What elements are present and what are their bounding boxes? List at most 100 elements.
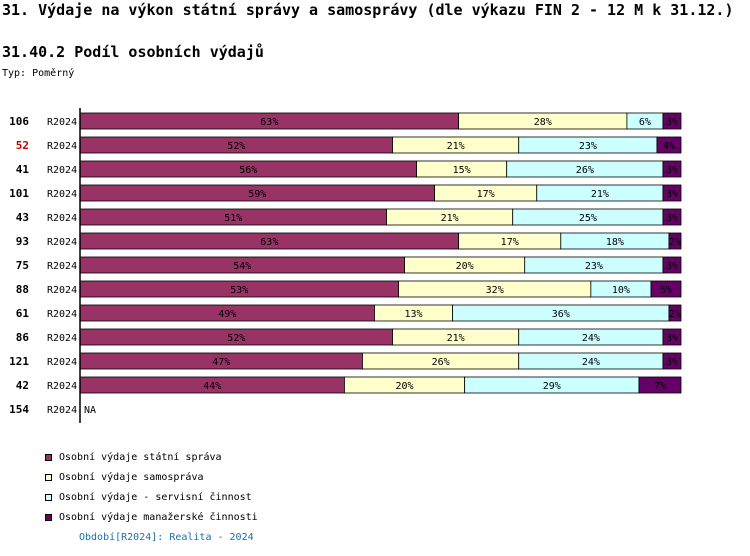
row-id-label: 88 <box>16 283 29 296</box>
bar-value-label: 23% <box>585 261 603 272</box>
row-period-label: R2024 <box>47 165 77 176</box>
bar-value-label: 24% <box>582 357 600 368</box>
chart-type-line: Typ: Poměrný <box>2 68 74 79</box>
bar-value-label: 6% <box>639 117 651 128</box>
bar-segment <box>668 304 682 322</box>
bar-value-label: 47% <box>212 357 230 368</box>
bar-value-label: 53% <box>230 285 248 296</box>
bar-value-label: 5% <box>660 285 672 296</box>
bar-value-label: 21% <box>447 333 465 344</box>
typ-label: Typ: <box>2 68 27 79</box>
bar-segment <box>662 352 682 370</box>
row-id-label: 93 <box>16 235 29 248</box>
row-period-label: R2024 <box>47 357 77 368</box>
row-period-label: R2024 <box>47 141 77 152</box>
legend-label-servisni: Osobní výdaje - servisní činnost <box>59 491 252 503</box>
bar-segment <box>656 136 682 154</box>
bar-value-label: 59% <box>248 189 266 200</box>
bar-value-label: 23% <box>579 141 597 152</box>
bar-value-label: 4% <box>663 141 675 152</box>
bar-value-label: 3% <box>666 333 678 344</box>
bar-value-label: 7% <box>654 381 666 392</box>
row-id-label: 42 <box>16 379 29 392</box>
bar-value-label: 3% <box>666 213 678 224</box>
row-period-label: R2024 <box>47 237 77 248</box>
bar-segment <box>638 376 682 394</box>
bar-value-label: 52% <box>227 141 245 152</box>
row-na-label: NA <box>84 405 96 416</box>
bar-value-label: 3% <box>666 189 678 200</box>
bar-value-label: 44% <box>203 381 221 392</box>
bar-value-label: 20% <box>396 381 414 392</box>
row-id-label: 52 <box>16 139 29 152</box>
bar-value-label: 56% <box>239 165 257 176</box>
row-id-label: 86 <box>16 331 30 344</box>
bar-value-label: 17% <box>501 237 519 248</box>
typ-value: Poměrný <box>32 68 75 79</box>
bar-value-label: 49% <box>218 309 236 320</box>
period-label: Období[R2024]: <box>79 532 164 543</box>
row-period-label: R2024 <box>47 285 77 296</box>
row-period-label: R2024 <box>47 189 77 200</box>
row-id-label: 43 <box>16 211 29 224</box>
legend-label-samosprava: Osobní výdaje samospráva <box>59 471 204 483</box>
bar-segment <box>662 256 682 274</box>
row-id-label: 41 <box>16 163 30 176</box>
bar-segment <box>662 184 682 202</box>
bar-value-label: 3% <box>666 357 678 368</box>
row-period-label: R2024 <box>47 333 77 344</box>
legend-swatch-manazerske <box>45 513 52 521</box>
bar-segment <box>668 232 682 250</box>
legend-item-manazerske: Osobní výdaje manažerské činnosti <box>45 507 258 527</box>
bar-value-label: 51% <box>224 213 242 224</box>
bar-value-label: 10% <box>612 285 630 296</box>
bar-value-label: 15% <box>453 165 471 176</box>
bar-value-label: 2% <box>669 309 681 320</box>
legend-swatch-statni <box>45 453 52 461</box>
row-id-label: 121 <box>9 355 29 368</box>
bar-segment <box>650 280 682 298</box>
period-footer: Období[R2024]: Realita - 2024 <box>79 532 254 543</box>
bar-value-label: 25% <box>579 213 597 224</box>
bar-value-label: 26% <box>576 165 594 176</box>
legend-item-statni: Osobní výdaje státní správa <box>45 447 258 467</box>
bar-value-label: 63% <box>260 237 278 248</box>
legend-item-samosprava: Osobní výdaje samospráva <box>45 467 258 487</box>
bar-value-label: 3% <box>666 261 678 272</box>
bar-value-label: 29% <box>543 381 561 392</box>
bar-segment <box>662 208 682 226</box>
row-id-label: 101 <box>9 187 29 200</box>
row-period-label: R2024 <box>47 117 77 128</box>
bar-value-label: 2% <box>669 237 681 248</box>
row-id-label: 75 <box>16 259 29 272</box>
legend-swatch-samosprava <box>45 473 52 481</box>
bar-segment <box>662 328 682 346</box>
chart-subtitle: 31.40.2 Podíl osobních výdajů <box>2 43 264 61</box>
bar-value-label: 28% <box>534 117 552 128</box>
legend-label-statni: Osobní výdaje státní správa <box>59 451 222 463</box>
bar-value-label: 18% <box>606 237 624 248</box>
bar-value-label: 3% <box>666 117 678 128</box>
row-period-label: R2024 <box>47 405 77 416</box>
bar-value-label: 20% <box>456 261 474 272</box>
row-period-label: R2024 <box>47 309 77 320</box>
bar-segment <box>662 160 682 178</box>
row-id-label: 154 <box>9 403 29 416</box>
bar-value-label: 63% <box>260 117 278 128</box>
bar-value-label: 36% <box>552 309 570 320</box>
bar-value-label: 26% <box>432 357 450 368</box>
row-period-label: R2024 <box>47 381 77 392</box>
legend: Osobní výdaje státní správa Osobní výdaj… <box>45 447 258 527</box>
legend-item-servisni: Osobní výdaje - servisní činnost <box>45 487 258 507</box>
bar-value-label: 21% <box>441 213 459 224</box>
bar-segment <box>662 112 682 130</box>
bar-value-label: 52% <box>227 333 245 344</box>
row-period-label: R2024 <box>47 213 77 224</box>
bar-value-label: 32% <box>486 285 504 296</box>
row-period-label: R2024 <box>47 261 77 272</box>
bar-value-label: 17% <box>477 189 495 200</box>
stacked-bar-chart: 106 R2024 63% 28% 6% 3% 52 R2024 52% 21% 23% 4% 41 R2… <box>9 108 682 423</box>
row-id-label: 106 <box>9 115 29 128</box>
period-value: Realita - 2024 <box>169 532 254 543</box>
bar-value-label: 21% <box>447 141 465 152</box>
